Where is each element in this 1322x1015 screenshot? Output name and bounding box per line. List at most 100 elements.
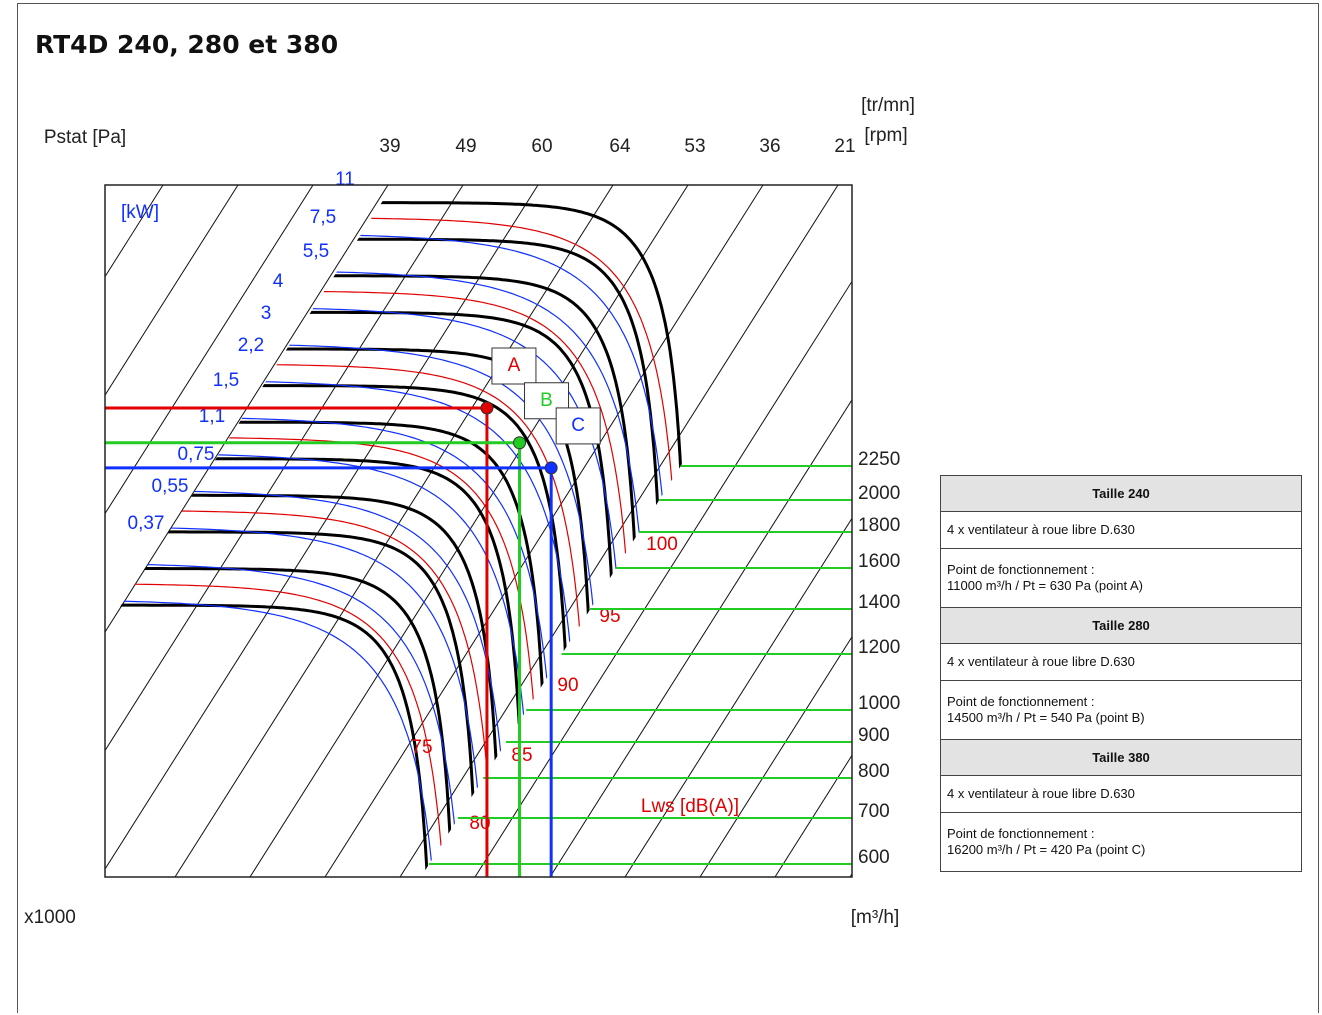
section-header: Taille 380 bbox=[940, 739, 1302, 776]
table-row: Point de fonctionnement :14500 m³/h / Pt… bbox=[940, 680, 1302, 740]
table-cell: 4 x ventilateur à roue libre D.630 bbox=[940, 511, 1302, 549]
speed-label: 64 bbox=[609, 136, 631, 157]
fan-curve bbox=[105, 274, 644, 877]
fan-curve bbox=[105, 420, 550, 877]
fan-curve bbox=[105, 525, 492, 877]
fan-curve bbox=[105, 603, 434, 877]
sound-level: 100 bbox=[646, 534, 678, 555]
system-curve bbox=[324, 185, 764, 877]
x-multiplier: x1000 bbox=[24, 907, 76, 928]
speed-unit: [rpm] bbox=[864, 125, 907, 146]
system-curve bbox=[774, 754, 852, 877]
table-row: 4 x ventilateur à roue libre D.630 bbox=[940, 511, 1302, 549]
speed-label: 49 bbox=[455, 136, 476, 157]
y-label: Pstat [Pa] bbox=[44, 127, 126, 148]
section-header: Taille 280 bbox=[940, 607, 1302, 644]
system-curve bbox=[0, 185, 88, 877]
power-label: 7,5 bbox=[310, 207, 336, 228]
power-unit: [kW] bbox=[121, 202, 159, 223]
system-curve bbox=[0, 185, 13, 877]
system-curve bbox=[925, 185, 930, 877]
fan-curve bbox=[105, 583, 453, 877]
sound-level: 90 bbox=[557, 675, 578, 696]
power-label: 0,37 bbox=[128, 513, 165, 534]
cell-line: Point de fonctionnement : bbox=[947, 694, 1095, 709]
fan-curve bbox=[105, 457, 527, 877]
system-curve bbox=[699, 635, 852, 877]
op-label: B bbox=[540, 390, 553, 411]
power-label: 2,2 bbox=[238, 335, 264, 356]
sound-level: 95 bbox=[599, 606, 620, 627]
speed-label: 53 bbox=[684, 136, 705, 157]
cell-line: 14500 m³/h / Pt = 540 Pa (point B) bbox=[947, 710, 1145, 725]
op-label-box bbox=[491, 347, 537, 385]
table-row: Taille 240 bbox=[940, 475, 1302, 512]
power-label: 0,55 bbox=[152, 476, 189, 497]
spec-table: Taille 240 4 x ventilateur à roue libre D… bbox=[940, 475, 1302, 872]
fan-curve bbox=[105, 237, 667, 877]
fan-curve bbox=[105, 310, 621, 877]
op-point bbox=[544, 461, 558, 475]
chart: 39 49 60 64 53 36 21 11 7,5 5,5 43 2,2 1,5 1,1 0,75 0,5… bbox=[0, 95, 930, 928]
sound-level: 85 bbox=[511, 745, 532, 766]
system-curve bbox=[399, 185, 839, 877]
x-label: [m³/h] bbox=[851, 907, 900, 928]
right-scale-label: 800 bbox=[858, 761, 890, 782]
fan-curve bbox=[105, 415, 561, 877]
fan-curve bbox=[105, 493, 504, 877]
table-cell: Point de fonctionnement :11000 m³/h / Pt… bbox=[940, 548, 1302, 608]
speed-label: 36 bbox=[759, 136, 780, 157]
power-label: 1,5 bbox=[213, 370, 239, 391]
table-cell: Point de fonctionnement :14500 m³/h / Pt… bbox=[940, 680, 1302, 740]
sound-level: 75 bbox=[411, 737, 432, 758]
system-curve bbox=[174, 185, 614, 877]
power-label: 0,75 bbox=[178, 444, 215, 465]
power-label: 3 bbox=[261, 303, 272, 324]
sound-label: Lws [dB(A)] bbox=[641, 796, 739, 817]
plot-frame bbox=[104, 184, 853, 878]
fan-curve bbox=[105, 201, 690, 877]
speed-label: 21 bbox=[834, 136, 855, 157]
table-row: 4 x ventilateur à roue libre D.630 bbox=[940, 643, 1302, 681]
op-point bbox=[480, 401, 494, 415]
title: RT4D 240, 280 et 380 bbox=[35, 30, 339, 59]
cell-line: 16200 m³/h / Pt = 420 Pa (point C) bbox=[947, 842, 1146, 857]
fan-curve bbox=[105, 530, 481, 877]
system-curve bbox=[105, 185, 239, 397]
fan-curve bbox=[105, 567, 458, 877]
op-label: C bbox=[571, 415, 585, 436]
fan-curve bbox=[105, 562, 469, 877]
fan-curve bbox=[105, 269, 654, 877]
fan-curve bbox=[105, 384, 574, 877]
right-scale-label: 600 bbox=[858, 847, 890, 868]
system-curve bbox=[105, 185, 389, 634]
right-scale-label: 1200 bbox=[858, 637, 900, 658]
op-point bbox=[513, 436, 527, 450]
system-curve bbox=[105, 185, 314, 515]
overlay: 39 49 60 64 53 36 21 11 7,5 5,5 43 2,2 1,5 1,1 0,75 0,5… bbox=[105, 136, 900, 877]
fan-curve bbox=[105, 290, 638, 877]
right-scale-label: 1400 bbox=[858, 592, 900, 613]
table-row: Taille 380 bbox=[940, 739, 1302, 776]
frame bbox=[17, 3, 1319, 1013]
table-cell: 4 x ventilateur à roue libre D.630 bbox=[940, 643, 1302, 681]
right-scale-label: 1800 bbox=[858, 515, 900, 536]
right-scale-label: 1000 bbox=[858, 693, 900, 714]
speed-label: 60 bbox=[531, 136, 552, 157]
fan-curve bbox=[105, 306, 631, 877]
fan-curve bbox=[105, 232, 677, 877]
cell-line: 11000 m³/h / Pt = 630 Pa (point A) bbox=[947, 578, 1143, 593]
power-label: 5,5 bbox=[303, 241, 329, 262]
table-cell: 4 x ventilateur à roue libre D.630 bbox=[940, 775, 1302, 813]
table-row: Point de fonctionnement :11000 m³/h / Pt… bbox=[940, 548, 1302, 608]
fan-curve bbox=[105, 599, 446, 877]
right-scale-label: 2250 bbox=[858, 449, 900, 470]
right-scale-label: 1600 bbox=[858, 551, 900, 572]
power-label: 11 bbox=[335, 169, 355, 190]
fan-curve bbox=[105, 489, 515, 877]
fan-curve bbox=[105, 436, 545, 877]
section-header: Taille 240 bbox=[940, 475, 1302, 512]
table-cell: Point de fonctionnement :16200 m³/h / Pt… bbox=[940, 812, 1302, 872]
system-curve bbox=[105, 185, 539, 871]
